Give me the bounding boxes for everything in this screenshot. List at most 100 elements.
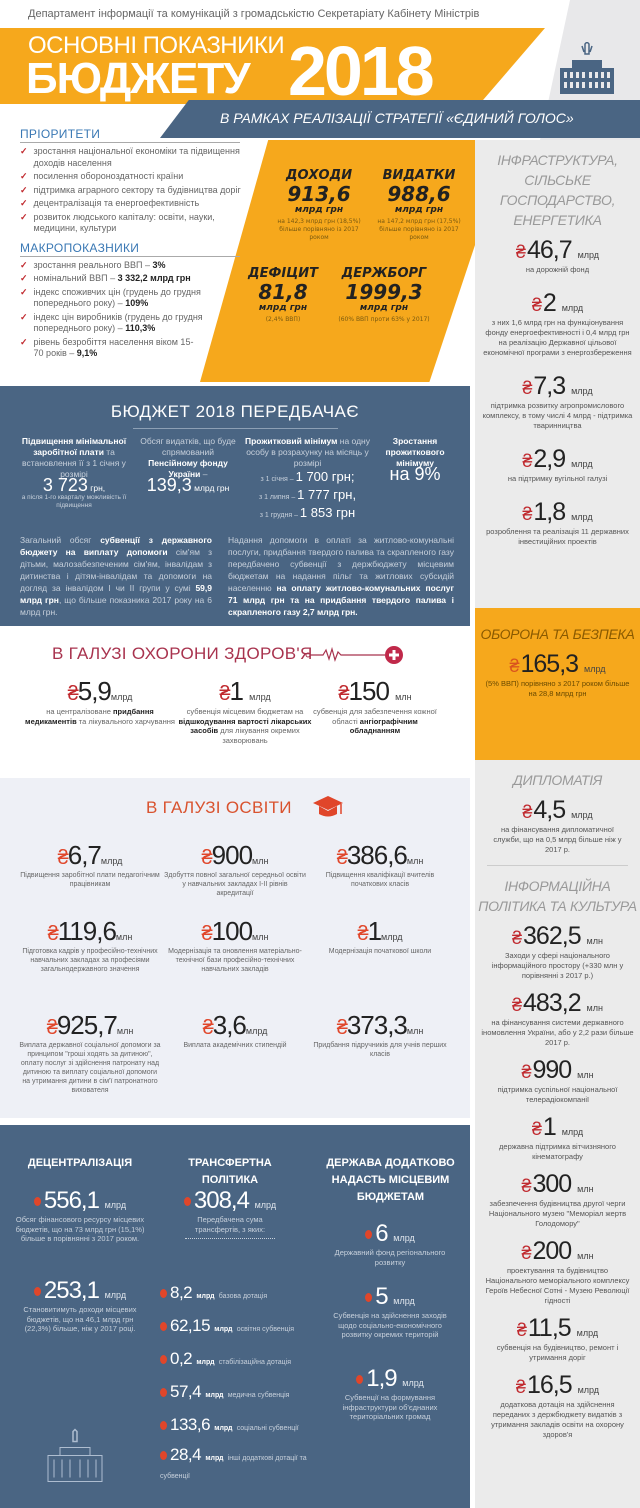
kpi-value: 913,6	[287, 182, 351, 206]
hryvnia-icon	[160, 1388, 167, 1398]
kpi-note: (2,4% ВВП)	[265, 316, 301, 323]
education-item: ₴100млн Модернізація та оновлення матеріа…	[160, 916, 310, 974]
item-desc: Придбання підручників для учнів перших к…	[313, 1042, 447, 1058]
item-value: 119,6	[57, 916, 117, 946]
health-title: В ГАЛУЗІ ОХОРОНИ ЗДОРОВ'Я	[52, 644, 313, 663]
culture-item: ₴483,2 млн на фінансування системи держав…	[475, 989, 640, 1048]
item-value: 16,5	[526, 1371, 573, 1399]
item-unit: млн	[586, 1003, 603, 1013]
macro-title: МАКРОПОКАЗНИКИ	[20, 241, 240, 257]
block-bold: Прожитковий мінімум	[245, 436, 338, 446]
item-unit: млн	[395, 692, 412, 702]
para-text: Надання допомоги в оплаті за житлово-ком…	[228, 535, 454, 593]
subvention-paragraph: Загальний обсяг субвенції з державного б…	[20, 534, 212, 618]
block-text: та встановлення її з 1 січня у розмірі	[22, 447, 126, 479]
block-note: а після 1-го кварталу можливість її підв…	[21, 494, 127, 509]
macro-text: рівень безробіття населення віком 15-70 …	[33, 336, 194, 359]
divider	[132, 428, 338, 429]
check-icon: ✓	[20, 184, 28, 195]
item-unit: млрд	[576, 1328, 599, 1338]
check-icon: ✓	[20, 259, 28, 270]
item-desc: Заходи у сфері національного інформаційн…	[491, 951, 624, 980]
defense-desc: (5% ВВП) порівняно з 2017 роком більше н…	[485, 679, 630, 698]
kpi-label: ВИДАТКИ	[382, 168, 456, 183]
infra-item: ₴2 млрд з них 1,6 млрд грн на функціонува…	[475, 289, 640, 358]
check-icon: ✓	[20, 336, 28, 347]
subsistence-block: Прожитковий мінімум на одну особу в розр…	[245, 436, 370, 523]
macro-item: ✓ номінальний ВВП – 3 332,2 млрд грн	[20, 273, 245, 285]
item-value: 1	[367, 916, 383, 946]
item-desc: Субвенція на здійснення заходів щодо соц…	[333, 1311, 447, 1339]
kpi-revenue: ДОХОДИ 913,6 млрд грн на 142,3 млрд грн (18…	[270, 168, 368, 242]
item-desc: соціальні субвенції	[236, 1425, 299, 1432]
kpi-unit: млрд грн	[294, 205, 344, 215]
item-unit: млрд	[245, 1026, 268, 1036]
education-item: ₴119,6млн Підготовка кадрів у професійно-…	[15, 916, 165, 974]
hryvnia-icon	[160, 1355, 167, 1365]
hryvnia-icon: ₴	[509, 656, 519, 676]
row-value: 1 777 грн,	[297, 487, 357, 502]
kpi-value: 1999,3	[345, 280, 423, 304]
macro-text: індекс цін виробників (грудень до грудня…	[33, 311, 203, 334]
item-desc: підтримка суспільної національної телера…	[497, 1085, 618, 1104]
item-value: 8,2	[170, 1283, 193, 1302]
hryvnia-icon	[160, 1322, 167, 1332]
item-desc: стабілізаційна дотація	[218, 1359, 291, 1366]
item-unit: млрд	[402, 1378, 424, 1388]
item-desc: базова дотація	[218, 1293, 268, 1300]
item-value: 308,4	[193, 1187, 250, 1214]
item-unit: млн	[577, 1184, 594, 1194]
item-value: 386,6	[346, 840, 408, 870]
item-value: 5,9	[77, 676, 112, 706]
education-title: В ГАЛУЗІ ОСВІТИ	[146, 798, 292, 817]
item-unit: млн	[406, 1026, 424, 1036]
row-value: 1 853 грн	[299, 505, 356, 520]
item-value: 3,6	[212, 1010, 247, 1040]
culture-item: ₴990 млн підтримка суспільної національно…	[475, 1056, 640, 1105]
item-text: та лікувального харчування	[76, 716, 175, 726]
hryvnia-icon	[33, 1197, 41, 1207]
kpi-debt: ДЕРЖБОРГ 1999,3 млрд грн (60% ВВП проти 63%…	[330, 266, 438, 324]
infrastructure-title: ІНФРАСТРУКТУРА, СІЛЬСЬКЕ ГОСПОДАРСТВО, Е…	[497, 152, 618, 228]
para-text: Загальний обсяг	[20, 535, 101, 545]
item-unit: млрд	[205, 1455, 224, 1462]
para-bold: субвенції з державного бюджету на виплат…	[20, 535, 212, 557]
item-value: 11,5	[527, 1314, 572, 1342]
defense-panel: ОБОРОНА ТА БЕЗПЕКА ₴165,3 млрд (5% ВВП) …	[475, 608, 640, 760]
item-value: 7,3	[533, 372, 566, 400]
diplomacy-unit: млрд	[571, 810, 593, 820]
hryvnia-icon: ₴	[336, 1017, 348, 1039]
item-value: 0,2	[170, 1349, 193, 1368]
hryvnia-icon: ₴	[512, 928, 522, 948]
item-bold: ангіографічним обладнанням	[349, 716, 418, 736]
item-value: 100	[211, 916, 253, 946]
item-text: субвенція місцевим бюджетам на	[186, 707, 304, 716]
priority-text: децентралізація та енергоефективність	[33, 198, 200, 208]
item-desc: на підтримку вугільної галузі	[507, 474, 608, 483]
item-unit: млрд	[393, 1296, 415, 1306]
decentralization-item: 253,1 млрд Становитимуть доходи місцевих …	[15, 1277, 145, 1334]
transfer-total: 308,4 млрд Передбачена сума трансфертів, …	[165, 1187, 295, 1239]
hryvnia-icon: ₴	[515, 1377, 526, 1397]
pension-fund-block: Обсяг видатків, що буде спрямований Пенс…	[138, 436, 238, 494]
check-icon: ✓	[20, 146, 28, 156]
row-label: з 1 грудня –	[259, 512, 300, 519]
item-value: 133,6	[170, 1415, 211, 1434]
check-icon: ✓	[20, 273, 28, 283]
transfer-item: 28,4 млрд інші додаткові дотації та субв…	[160, 1446, 310, 1484]
item-unit: млрд	[110, 692, 133, 702]
education-section: В ГАЛУЗІ ОСВІТИ ₴6,7млрд Підвищення зароб…	[0, 778, 470, 1118]
item-unit: млн	[116, 1026, 134, 1036]
item-desc: освітня субвенція	[236, 1326, 295, 1333]
item-unit: млрд	[214, 1326, 233, 1333]
defense-unit: млрд	[584, 664, 606, 674]
para-bold: 59,9 млрд грн	[20, 583, 212, 605]
item-desc: з них 1,6 млрд грн на функціонування фон…	[483, 318, 632, 357]
macro-item: ✓ індекс споживчих цін (грудень до грудня…	[20, 287, 245, 310]
health-section: В ГАЛУЗІ ОХОРОНИ ЗДОРОВ'Я ₴5,9млрд на цен…	[0, 626, 470, 776]
item-desc: Підвищення заробітної плати педагогічним…	[20, 872, 160, 888]
hryvnia-icon	[160, 1289, 167, 1299]
diplomacy-desc: на фінансування дипломатичної служби, що…	[493, 825, 622, 854]
item-unit: млрд	[100, 856, 123, 866]
cabinet-building-logo-icon	[47, 1428, 103, 1482]
